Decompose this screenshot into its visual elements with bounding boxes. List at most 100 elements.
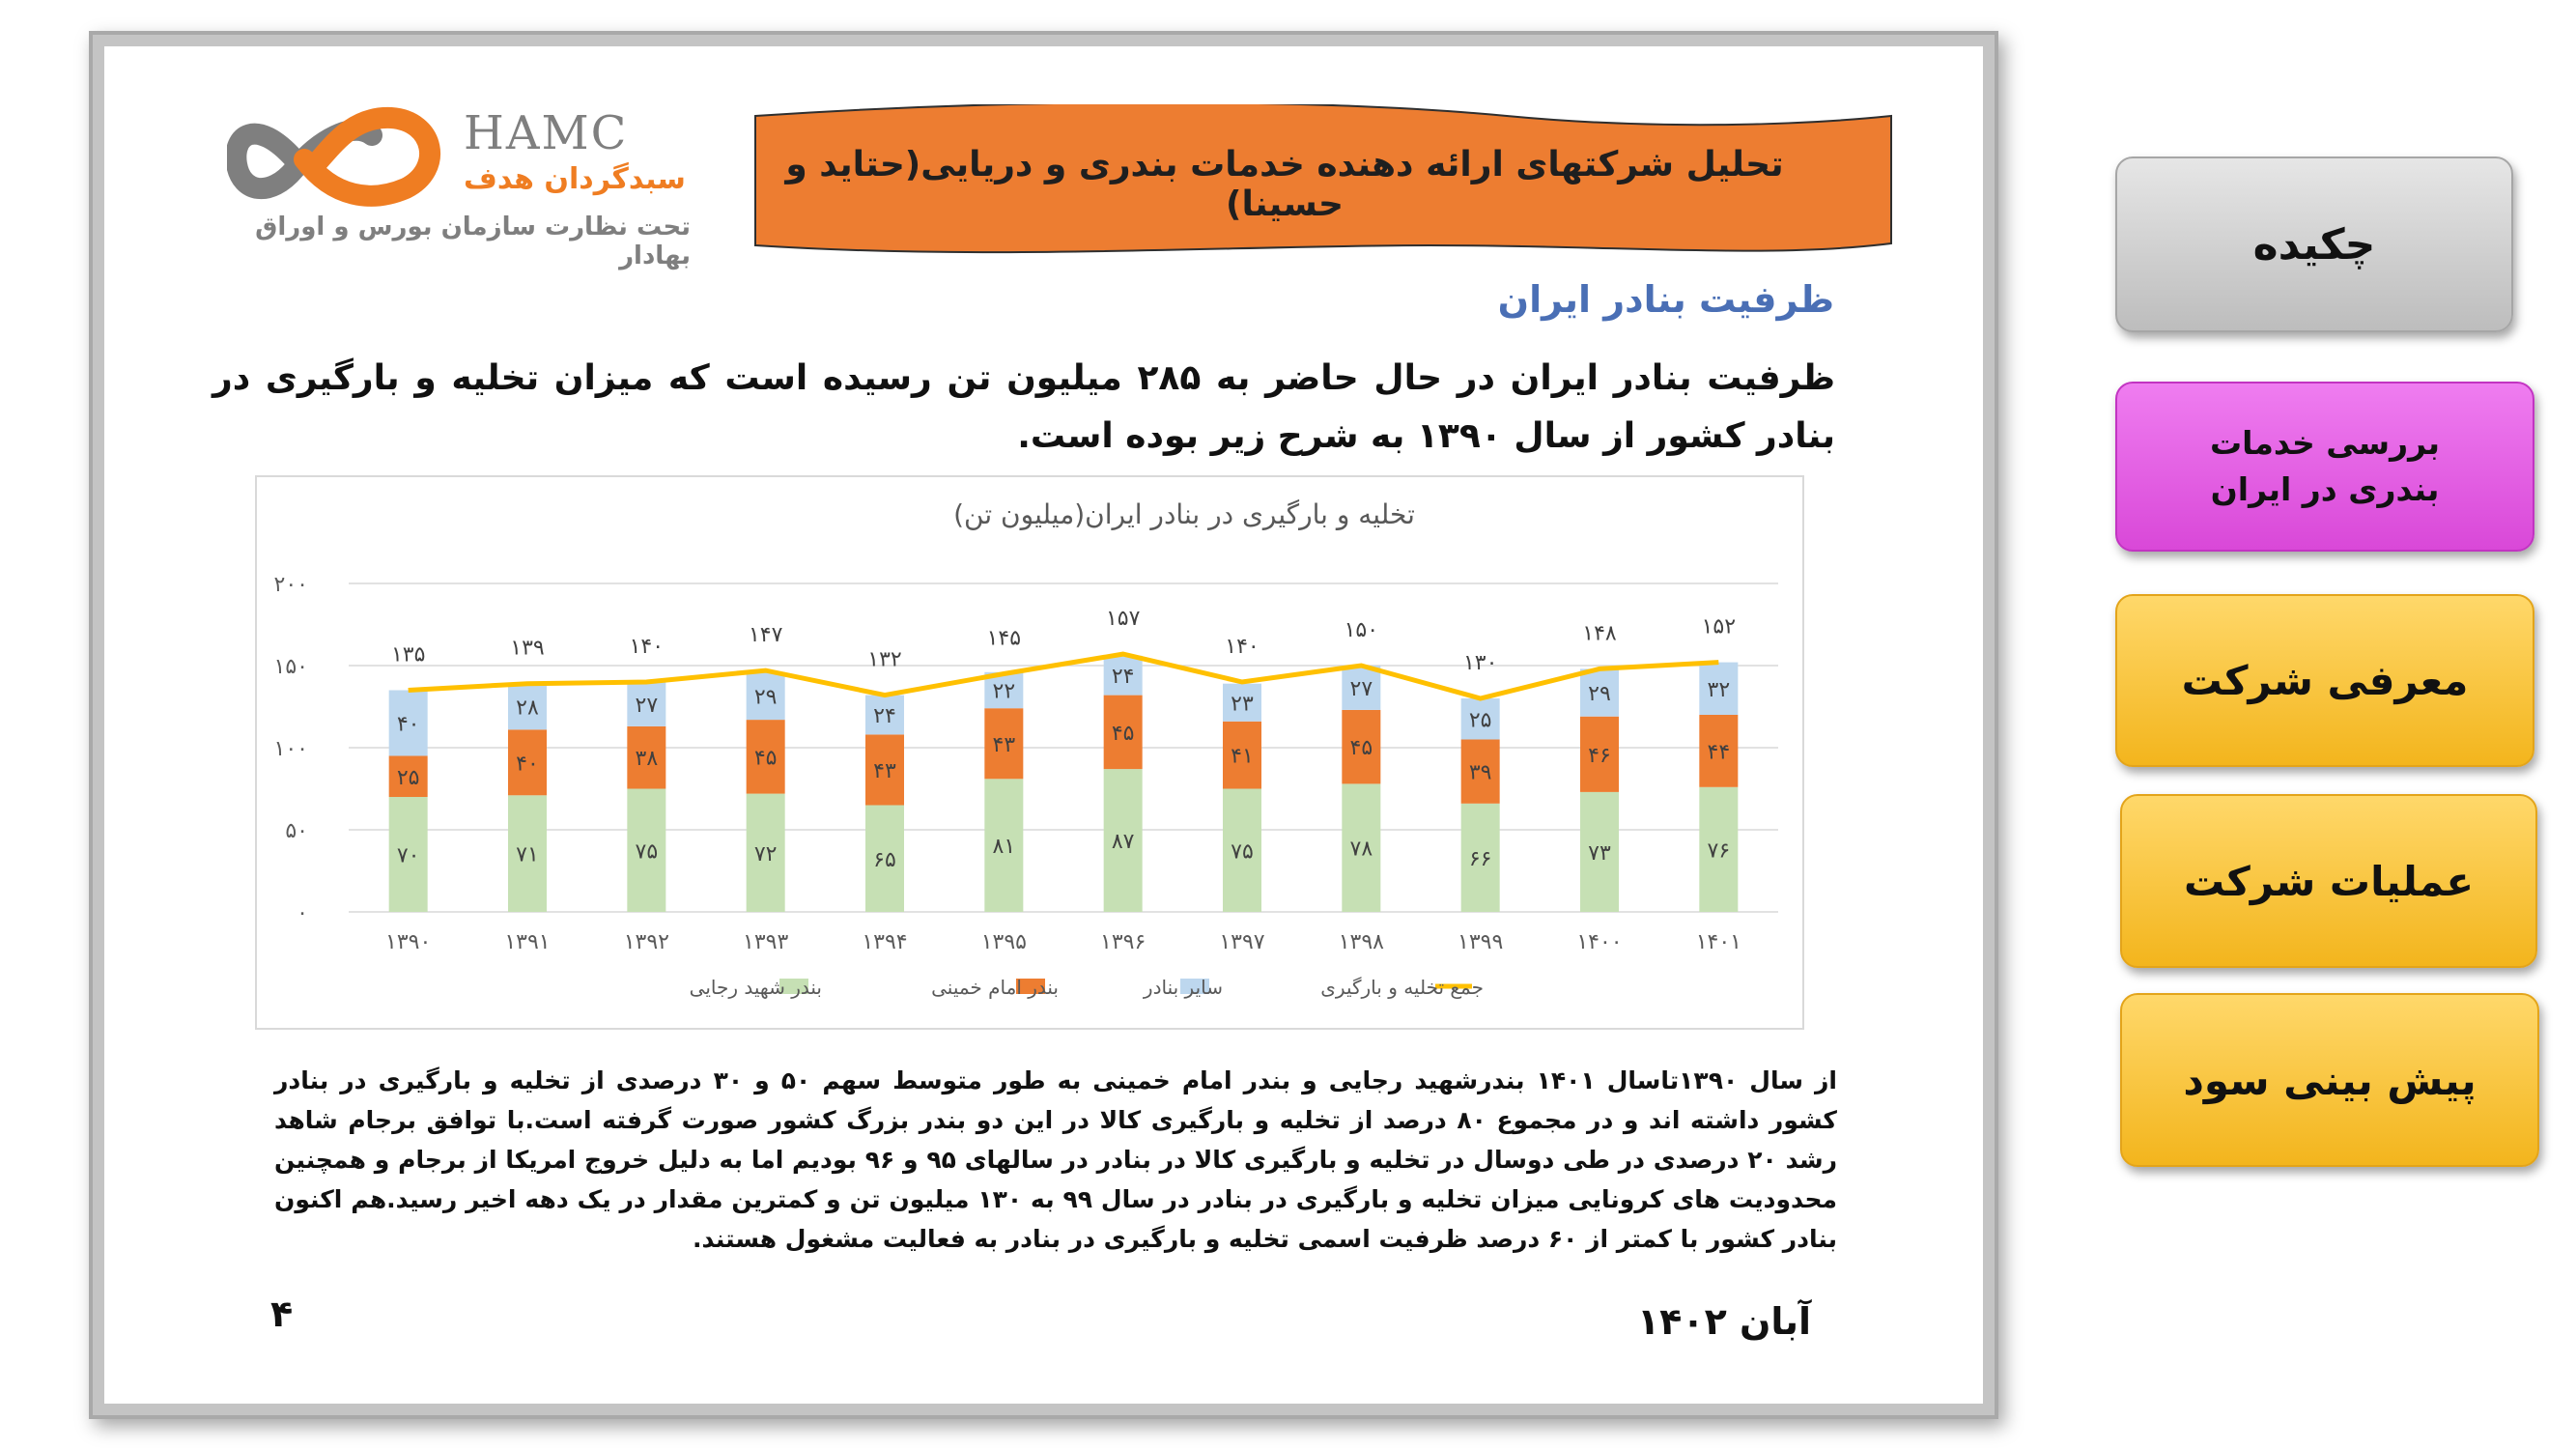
total-label: ۱۳۵ bbox=[391, 643, 425, 668]
nav-port-services-label: بررسی خدمات بندری در ایران bbox=[2209, 424, 2441, 508]
nav-company-ops-button[interactable]: عملیات شرکت bbox=[2120, 794, 2537, 968]
data-label: ۷۲ bbox=[754, 842, 778, 867]
data-label: ۴۳ bbox=[993, 733, 1016, 757]
legend-label: بندر امام خمینی bbox=[931, 976, 1059, 999]
bar-segment bbox=[1699, 662, 1739, 715]
bar-segment bbox=[627, 788, 666, 912]
bar-segment bbox=[984, 779, 1024, 912]
data-label: ۴۳ bbox=[873, 759, 896, 783]
data-label: ۴۰ bbox=[516, 752, 539, 776]
data-label: ۷۵ bbox=[1231, 839, 1254, 864]
nav-company-ops-label: عملیات شرکت bbox=[2183, 857, 2475, 905]
data-label: ۲۵ bbox=[397, 766, 420, 790]
bar-segment bbox=[746, 793, 785, 912]
total-line bbox=[408, 651, 1719, 701]
x-tick-label: ۱۳۹۸ bbox=[1339, 930, 1384, 954]
bar-segment bbox=[1580, 791, 1619, 912]
total-label: ۱۵۰ bbox=[1345, 618, 1378, 642]
description-paragraph: از سال ۱۳۹۰تاسال ۱۴۰۱ بندرشهید رجایی و ب… bbox=[274, 1066, 1838, 1253]
nav-summary-button[interactable]: چکیده bbox=[2115, 156, 2513, 332]
x-tick-label: ۱۴۰۱ bbox=[1696, 930, 1741, 954]
data-label: ۷۶ bbox=[1708, 838, 1731, 863]
data-label: ۸۷ bbox=[1112, 830, 1135, 854]
bar-segment bbox=[1223, 788, 1261, 912]
y-tick-label: ۱۰۰ bbox=[274, 737, 308, 761]
nav-company-intro-button[interactable]: معرفی شرکت bbox=[2115, 594, 2534, 767]
infinity-logo-icon bbox=[227, 106, 441, 207]
bar-segment bbox=[1342, 783, 1381, 912]
bar-segment bbox=[1103, 695, 1143, 770]
bar-segment bbox=[388, 797, 428, 912]
logo-subtitle: تحت نظارت سازمان بورس و اوراق بهادار bbox=[255, 213, 691, 270]
data-label: ۷۰ bbox=[397, 844, 420, 868]
y-tick-label: ۱۵۰ bbox=[274, 655, 308, 679]
legend-swatch bbox=[1016, 979, 1045, 994]
x-tick-label: ۱۳۹۱ bbox=[504, 930, 550, 954]
nav-profit-forecast-button[interactable]: پیش بینی سود bbox=[2120, 993, 2539, 1167]
legend-label: بندر شهید رجایی bbox=[690, 976, 822, 999]
bar-segment bbox=[865, 805, 904, 912]
bar-segment bbox=[1103, 769, 1143, 912]
total-label: ۱۳۰ bbox=[1463, 651, 1497, 675]
bar-segment bbox=[746, 720, 785, 794]
total-label: ۱۵۷ bbox=[1106, 607, 1141, 631]
total-label: ۱۴۷ bbox=[749, 623, 783, 647]
data-label: ۷۳ bbox=[1588, 841, 1611, 866]
legend-swatch bbox=[1180, 979, 1209, 994]
legend-swatch bbox=[779, 979, 808, 994]
bar-segment bbox=[1342, 666, 1381, 710]
data-label: ۴۰ bbox=[397, 713, 420, 737]
bar-segment bbox=[1460, 739, 1500, 804]
stacked-bar-chart: تخلیه و بارگیری در بنادر ایران(میلیون تن… bbox=[274, 498, 1778, 999]
data-label: ۲۵ bbox=[1469, 708, 1492, 732]
bar-segment bbox=[1699, 786, 1739, 912]
data-label: ۲۴ bbox=[1112, 665, 1135, 689]
legend-label: سایر بنادر bbox=[1143, 976, 1223, 999]
bar-segment bbox=[508, 795, 547, 912]
chart-container: تخلیه و بارگیری در بنادر ایران(میلیون تن… bbox=[255, 475, 1804, 1030]
data-label: ۲۲ bbox=[993, 680, 1016, 704]
bar-segment bbox=[627, 682, 666, 726]
x-tick-label: ۱۳۹۷ bbox=[1219, 930, 1264, 954]
bar-segment bbox=[1103, 655, 1143, 696]
data-label: ۲۹ bbox=[754, 685, 778, 709]
data-label: ۳۸ bbox=[636, 747, 659, 771]
bar-segment bbox=[508, 729, 547, 796]
bar-segment bbox=[1699, 715, 1739, 787]
bar-segment bbox=[1342, 709, 1381, 784]
nav-port-services-button[interactable]: بررسی خدمات بندری در ایران bbox=[2115, 382, 2534, 552]
x-tick-label: ۱۳۹۰ bbox=[385, 930, 431, 954]
bar-segment bbox=[508, 683, 547, 730]
bar-segment bbox=[1223, 721, 1261, 789]
data-label: ۳۹ bbox=[1469, 761, 1492, 785]
x-tick-label: ۱۳۹۶ bbox=[1100, 930, 1146, 954]
bar-segment bbox=[388, 755, 428, 797]
bar-segment bbox=[1460, 698, 1500, 740]
data-label: ۲۷ bbox=[636, 694, 659, 718]
x-tick-label: ۱۳۹۳ bbox=[743, 930, 788, 954]
data-label: ۲۹ bbox=[1588, 682, 1611, 706]
bar-segment bbox=[865, 734, 904, 806]
banner-title: تحلیل شرکتهای ارائه دهنده خدمات بندری و … bbox=[785, 145, 1784, 224]
x-tick-label: ۱۳۹۵ bbox=[981, 930, 1027, 954]
data-label: ۳۲ bbox=[1708, 678, 1731, 702]
x-tick-label: ۱۴۰۰ bbox=[1576, 930, 1622, 954]
data-label: ۷۱ bbox=[516, 843, 539, 867]
total-label: ۱۳۲ bbox=[867, 648, 901, 672]
total-label: ۱۵۲ bbox=[1702, 615, 1736, 639]
legend-label: جمع تخلیه و بارگیری bbox=[1320, 976, 1484, 999]
bar-segment bbox=[984, 708, 1024, 780]
y-tick-label: ۵۰ bbox=[285, 819, 308, 843]
data-label: ۴۱ bbox=[1231, 745, 1254, 769]
data-label: ۶۵ bbox=[873, 848, 896, 872]
title-banner bbox=[754, 104, 1892, 254]
total-label: ۱۴۵ bbox=[987, 627, 1021, 651]
nav-summary-label: چکیده bbox=[2252, 219, 2376, 270]
data-label: ۲۸ bbox=[516, 696, 539, 721]
data-label: ۴۵ bbox=[754, 746, 778, 770]
nav-profit-forecast-label: پیش بینی سود bbox=[2183, 1056, 2477, 1104]
total-label: ۱۳۹ bbox=[510, 637, 544, 661]
bar-segment bbox=[627, 725, 666, 789]
data-label: ۲۴ bbox=[873, 704, 896, 728]
company-logo: HAMC سبدگردان هدف تحت نظارت سازمان بورس … bbox=[227, 106, 700, 270]
